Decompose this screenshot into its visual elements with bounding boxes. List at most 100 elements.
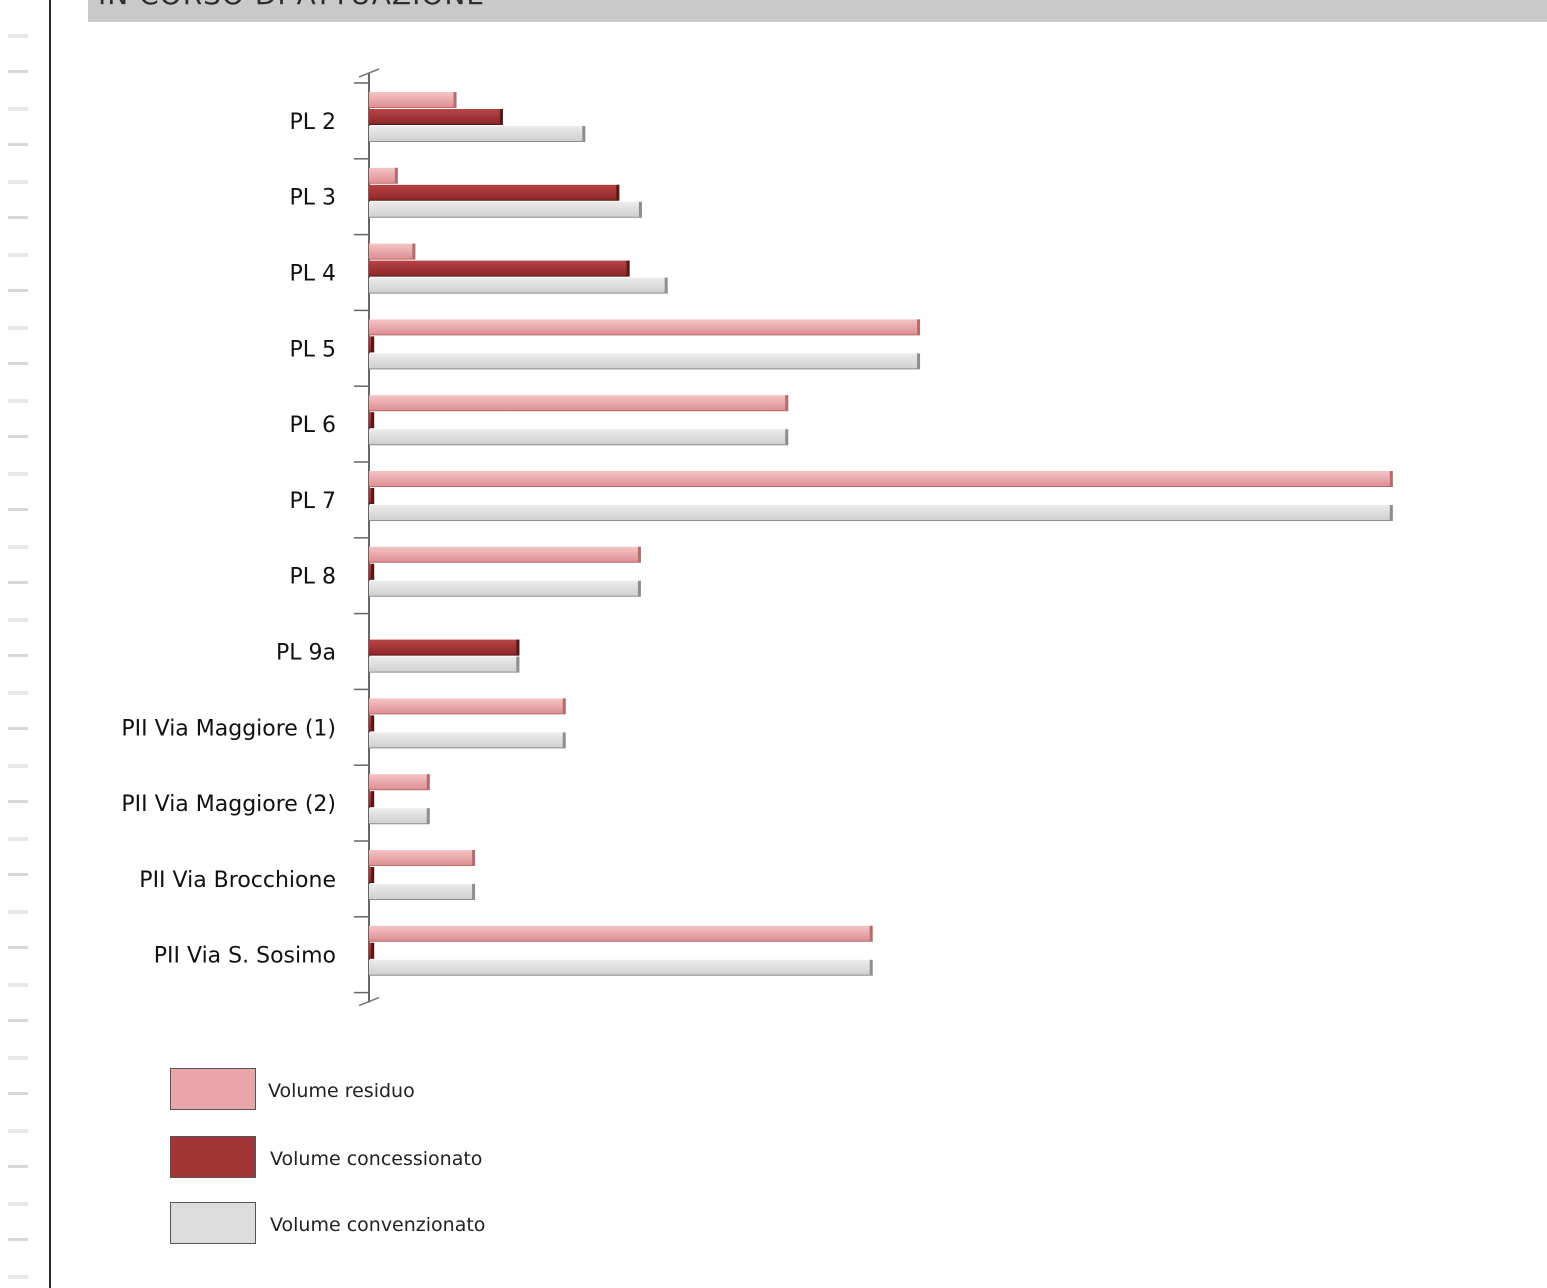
bar-face [369,656,520,673]
bar-face [369,201,642,218]
bar-face [369,959,873,976]
bar [369,715,375,732]
bar-face [369,109,503,125]
bar-face [369,884,476,900]
bar-face [369,639,520,656]
bar-face [369,505,1393,521]
bar [369,201,642,218]
bar [369,884,476,900]
bar [369,319,921,336]
category-label: PII Via S. Sosimo [154,944,336,969]
bar-end [917,353,921,369]
bar-end [1389,505,1393,521]
bar-end [562,732,566,748]
category-label: PL 3 [289,186,336,211]
category-label: PII Via Brocchione [139,868,336,893]
bar-end [426,774,430,790]
legend-label: Volume concessionato [270,1148,483,1170]
bar-end [638,201,642,218]
bar-end [582,126,586,142]
category-label: PL 9a [276,641,336,666]
bar-end [371,563,375,580]
bar-face [369,850,476,866]
bar-face [369,319,921,335]
bar [369,808,430,825]
bar [369,656,520,673]
bar-end [637,546,641,563]
category-label: PII Via Maggiore (1) [121,716,336,741]
bar [369,563,375,580]
bar-end [499,109,503,125]
axis-cap-bottom [358,996,380,1007]
axis-cap-top [358,68,380,78]
bar [369,505,1393,521]
bar-end [562,698,566,714]
legend-swatch [170,1068,256,1110]
category-label: PL 2 [289,110,336,135]
bar-face [369,126,586,142]
legend-item: Volume concessionato [170,1136,590,1180]
bar [369,925,873,942]
category-label: PL 6 [289,413,336,438]
bar [369,546,641,563]
legend-swatch [170,1136,256,1178]
bar [369,92,457,108]
bar-end [869,925,873,942]
bar-end [785,395,789,411]
bar-end [637,580,641,597]
bar-end [516,639,520,656]
bar-face [369,243,416,260]
bar-end [371,488,375,504]
category-label: PL 7 [289,489,336,514]
bar [369,109,503,125]
bar [369,243,416,260]
bar-face [369,774,430,790]
bar [369,732,566,749]
bar [369,791,375,808]
bar [369,429,789,446]
bar-face [369,395,789,411]
scan-artifact [8,0,28,1288]
bar [369,336,375,353]
bar [369,867,375,883]
category-label: PL 8 [289,565,336,590]
bar [369,412,375,429]
bar-end [371,336,375,352]
bar-end [394,167,398,184]
bar-face [369,167,398,184]
bar-end [371,412,375,428]
bar [369,277,668,294]
category-label: PL 4 [289,262,336,287]
bar-face [369,580,641,597]
bar-end [472,884,476,900]
bar-end [453,92,457,108]
bar-face [369,698,566,714]
bar [369,774,430,791]
bar [369,698,566,715]
bar-face [369,260,630,277]
bar [369,260,630,277]
bar [369,488,375,504]
bar-end [371,867,375,883]
bar-end [616,184,620,201]
bar-chart: PL 2 PL 3 PL 4 PL 5 PL 6 PL 7 PL 8 PL 9a PII Via… [121,68,1393,1007]
bar [369,639,520,656]
bar-end [869,959,873,976]
bar-face [369,925,873,942]
section-title: IN CORSO DI ATTUAZIONE [98,0,485,11]
bar [369,471,1393,487]
bar-end [664,277,668,294]
bar-face [369,808,430,824]
legend-item: Volume convenzionato [170,1202,590,1246]
bar-face [369,429,789,445]
bar-end [371,715,375,731]
bar-face [369,277,668,294]
bar-end [626,260,630,277]
bar [369,184,620,201]
bar-end [371,791,375,807]
bar-end [785,429,789,445]
bar [369,167,398,184]
bar-end [426,808,430,824]
bar-face [369,184,620,201]
bar [369,850,476,866]
